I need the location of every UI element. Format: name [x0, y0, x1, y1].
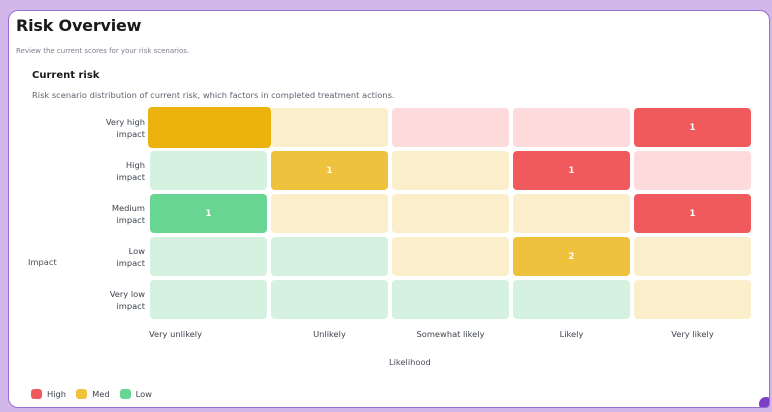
matrix-cell[interactable]: 2	[513, 237, 630, 276]
matrix-cell[interactable]	[392, 237, 509, 276]
corner-indicator	[759, 397, 769, 407]
matrix-cell[interactable]	[392, 194, 509, 233]
matrix-cell[interactable]: 1	[150, 194, 267, 233]
column-label: Likely	[559, 329, 584, 339]
matrix-cell[interactable]	[271, 237, 388, 276]
row-label-line: impact	[116, 215, 145, 225]
section-description: Risk scenario distribution of current ri…	[32, 90, 395, 100]
row-label-line: High	[125, 160, 145, 170]
legend-swatch-low	[119, 389, 131, 399]
matrix-cell[interactable]	[150, 237, 267, 276]
row-label: Medium impact	[93, 202, 145, 226]
legend-label-med: Med	[92, 389, 110, 399]
row-label: Very low impact	[93, 288, 145, 312]
row-label: High impact	[93, 159, 145, 183]
legend-label-high: High	[47, 389, 67, 399]
column-label: Very unlikely	[148, 329, 203, 339]
legend-item-high: High	[31, 389, 66, 399]
column-label: Very likely	[671, 329, 714, 339]
matrix-cell[interactable]	[150, 280, 267, 319]
row-label-line: impact	[116, 172, 145, 182]
matrix-cell[interactable]	[271, 194, 388, 233]
column-label: Somewhat likely	[416, 329, 485, 339]
matrix-cell[interactable]	[392, 151, 509, 190]
matrix-cell[interactable]	[513, 280, 630, 319]
legend-label-low: Low	[135, 389, 152, 399]
section-title: Current risk	[32, 70, 100, 81]
row-label-line: Low	[128, 246, 145, 256]
row-label-line: impact	[116, 129, 145, 139]
legend: High Med Low	[31, 389, 152, 399]
risk-overview-card: Risk Overview Review the current scores …	[8, 10, 770, 408]
row-label-line: Very low	[109, 289, 145, 299]
matrix-cell[interactable]	[634, 280, 751, 319]
matrix-cell[interactable]	[271, 280, 388, 319]
matrix-cell[interactable]	[271, 108, 388, 147]
row-label-line: Medium	[111, 203, 145, 213]
row-label-line: Very high	[105, 117, 145, 127]
matrix-cell[interactable]	[392, 108, 509, 147]
matrix-cell[interactable]	[148, 107, 271, 148]
matrix-cell[interactable]	[513, 194, 630, 233]
matrix-cell[interactable]	[150, 151, 267, 190]
matrix-cell[interactable]	[392, 280, 509, 319]
legend-item-low: Low	[119, 389, 152, 399]
matrix-cell[interactable]	[634, 237, 751, 276]
page-subtitle: Review the current scores for your risk …	[16, 47, 190, 55]
matrix-cell[interactable]	[513, 108, 630, 147]
matrix-cell[interactable]: 1	[271, 151, 388, 190]
column-label: Unlikely	[313, 329, 346, 339]
row-label-line: impact	[116, 258, 145, 268]
row-label: Low impact	[93, 245, 145, 269]
likelihood-axis-label: Likelihood	[389, 357, 431, 367]
legend-item-med: Med	[76, 389, 110, 399]
matrix-cell[interactable]: 1	[513, 151, 630, 190]
impact-axis-label: Impact	[28, 257, 57, 267]
legend-swatch-high	[31, 389, 42, 399]
legend-swatch-med	[76, 389, 88, 399]
matrix-cell[interactable]	[634, 151, 751, 190]
matrix-cell[interactable]: 1	[634, 108, 751, 147]
row-label-line: impact	[116, 301, 145, 311]
row-label: Very high impact	[93, 116, 145, 140]
matrix-cell[interactable]: 1	[634, 194, 751, 233]
page-title: Risk Overview	[16, 16, 142, 35]
